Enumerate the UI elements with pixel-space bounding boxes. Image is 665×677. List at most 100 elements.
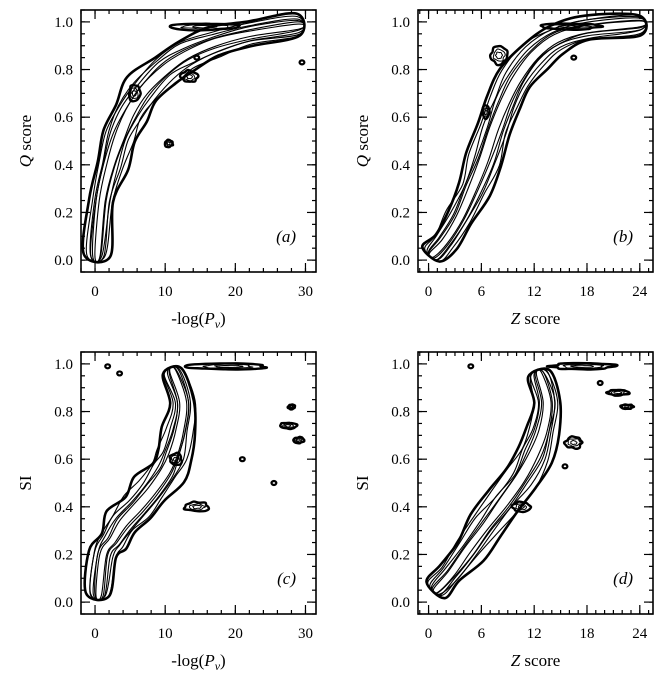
y-tick-label: 0.6 <box>54 110 73 126</box>
contour-lines <box>83 362 306 602</box>
contour-island <box>168 451 184 467</box>
contour-dot <box>270 479 278 487</box>
contour-island <box>570 439 578 446</box>
contour-island <box>182 500 211 513</box>
contour-island <box>610 389 626 396</box>
contour-island <box>288 404 295 409</box>
contour-island <box>170 454 181 464</box>
contour-island <box>545 361 619 371</box>
contour-island <box>166 141 171 146</box>
contour-island <box>623 405 630 409</box>
x-axis-label: -log(Pv) <box>171 651 225 673</box>
y-tick-label: 0.6 <box>391 110 410 126</box>
y-tick-label: 0.0 <box>54 595 73 611</box>
panel-c: 0 10 20 30 0.0 0.2 0.4 0.6 0.8 1.0 -log(Pv) SI (c) <box>16 351 317 673</box>
panel-tag: (b) <box>613 227 633 246</box>
contour-island <box>192 504 202 510</box>
contour-island <box>172 456 179 462</box>
contour-island <box>183 362 269 371</box>
contour-lines <box>425 361 636 600</box>
contour-island <box>604 388 631 397</box>
contour-island <box>562 435 584 450</box>
contour-band-level-4 <box>91 21 306 263</box>
contour-dot <box>238 456 246 463</box>
x-tick-label: 20 <box>228 626 243 642</box>
contour-island <box>613 390 623 395</box>
contour-band-level-5 <box>432 369 552 594</box>
contour-island <box>283 424 292 428</box>
contour-island <box>547 24 593 30</box>
contour-island <box>165 140 173 147</box>
y-tick-label: 0.6 <box>391 452 410 468</box>
contour-island <box>192 25 218 29</box>
y-tick-label: 0.0 <box>54 253 73 269</box>
y-tick-label: 0.2 <box>54 205 73 221</box>
contour-lines <box>81 11 306 264</box>
x-axis-label: Z score <box>511 651 561 670</box>
contour-island <box>488 44 509 67</box>
contour-dot <box>193 54 201 61</box>
contour-island <box>484 109 488 116</box>
x-tick-label: 10 <box>158 626 173 642</box>
x-tick-label: 24 <box>632 284 648 300</box>
contour-band-level-1 <box>85 15 306 263</box>
contour-island <box>178 68 200 83</box>
contour-band-level-5 <box>428 20 647 258</box>
panel-d: 0 6 12 18 24 0.0 0.2 0.4 0.6 0.8 1.0 Z score SI (d) <box>353 351 654 670</box>
contour-band-level-0 <box>81 11 306 264</box>
contour-island <box>510 500 533 514</box>
contour-band-level-0 <box>421 12 648 263</box>
y-tick-label: 0.8 <box>391 405 410 421</box>
x-tick-label: 6 <box>478 626 486 642</box>
y-tick-label: 0.6 <box>54 452 73 468</box>
contour-island <box>492 48 506 62</box>
y-tick-label: 0.0 <box>391 253 410 269</box>
contour-band-level-2 <box>429 368 556 595</box>
contour-island <box>295 438 301 442</box>
contour-band-level-1 <box>424 14 647 263</box>
contour-dot <box>116 370 124 377</box>
x-tick-label: 10 <box>158 284 173 300</box>
y-axis-label: Q score <box>353 115 372 167</box>
y-tick-label: 0.8 <box>391 63 410 79</box>
contour-island <box>567 438 581 447</box>
x-tick-label: 30 <box>298 626 313 642</box>
y-tick-label: 0.4 <box>54 500 73 516</box>
contour-dot <box>467 363 475 370</box>
contour-dot <box>561 463 569 470</box>
contour-island <box>286 403 297 411</box>
y-tick-label: 1.0 <box>54 15 73 31</box>
x-tick-label: 18 <box>579 284 594 300</box>
y-tick-label: 1.0 <box>54 357 73 373</box>
contour-band-level-0 <box>83 364 197 602</box>
contour-island <box>562 363 605 369</box>
y-tick-label: 0.4 <box>391 500 410 516</box>
x-tick-label: 18 <box>579 626 594 642</box>
panel-tag: (d) <box>613 569 633 588</box>
x-tick-label: 0 <box>425 626 433 642</box>
x-tick-label: 0 <box>91 284 99 300</box>
contour-band-level-5 <box>95 366 188 601</box>
contour-band-level-2 <box>89 18 306 263</box>
x-tick-label: 12 <box>527 284 542 300</box>
panel-tag: (c) <box>277 569 296 588</box>
y-tick-label: 0.2 <box>391 205 410 221</box>
contour-island <box>282 423 294 429</box>
contour-island <box>127 83 142 103</box>
contour-island <box>188 503 207 511</box>
contour-band-level-2 <box>89 366 192 601</box>
contour-island <box>557 25 581 29</box>
x-tick-label: 30 <box>298 284 313 300</box>
contour-island <box>289 405 294 408</box>
contour-island <box>539 22 605 31</box>
contour-island <box>214 364 244 368</box>
contour-band-level-4 <box>94 366 190 601</box>
contour-band-level-5 <box>94 23 306 263</box>
contour-band-level-3 <box>92 366 190 601</box>
x-tick-label: 0 <box>425 284 433 300</box>
contour-island <box>163 138 175 149</box>
contour-island <box>494 51 503 60</box>
contour-band-level-3 <box>90 19 306 263</box>
contour-lines <box>421 12 648 263</box>
